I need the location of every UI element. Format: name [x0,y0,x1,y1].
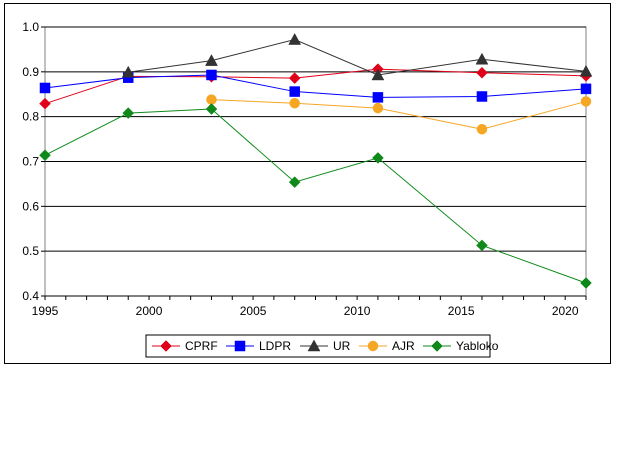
data-point-ur [121,65,135,78]
data-point-yabloko [39,149,51,162]
x-tick-label: 2010 [344,304,371,318]
x-tick-label: 2005 [240,304,267,318]
data-point-ajr [476,123,488,135]
x-tick-label: 2015 [448,304,475,318]
legend-label-cprf: CPRF [185,339,218,353]
series-line-ur [128,39,587,76]
data-point-ldpr [580,83,592,95]
data-point-yabloko [288,176,301,188]
legend-label-yabloko: Yabloko [456,339,499,353]
y-tick-label: 0.4 [22,289,39,303]
y-tick-label: 1.0 [22,20,39,34]
y-tick-label: 0.9 [22,65,39,79]
line-chart: 0.4 0.5 0.6 0.7 0.8 0.9 1.0 1995 2000 2005 2010 201… [22,20,593,358]
data-point-yabloko [372,152,384,164]
x-tick-label: 1995 [32,304,59,318]
data-point-ur [205,54,218,66]
data-point-cprf [288,72,301,84]
y-tick-label: 0.8 [22,110,39,124]
data-point-ajr [206,94,217,105]
legend-marker-cprf [160,340,172,352]
legend-marker-ajr [367,340,379,352]
data-point-ldpr [289,86,300,97]
legend-marker-ldpr [234,340,246,352]
data-point-cprf [39,97,51,110]
chart-frame: 0.4 0.5 0.6 0.7 0.8 0.9 1.0 1995 2000 2005 2010 201… [4,3,611,364]
data-point-yabloko [580,277,592,289]
data-point-ldpr [372,92,384,103]
legend-label-ajr: AJR [392,339,415,353]
data-point-ajr [580,96,592,107]
data-point-ldpr [206,69,217,81]
y-tick-label: 0.6 [22,199,39,213]
legend-label-ldpr: LDPR [259,339,291,353]
x-tick-label: 2000 [136,304,163,318]
legend-label-ur: UR [333,339,351,353]
data-point-ur [475,52,489,65]
data-point-ajr [289,97,300,109]
data-point-cprf [476,66,488,79]
data-point-yabloko [122,107,135,119]
data-point-yabloko [476,239,488,252]
data-point-ur [371,68,385,81]
y-tick-label: 0.7 [22,155,39,169]
y-tick-label: 0.5 [22,244,39,258]
legend-marker-ur [307,339,321,352]
x-tick-label: 2020 [552,304,579,318]
data-point-ldpr [39,82,51,94]
data-point-ur [288,33,302,45]
legend-marker-yabloko [431,340,443,352]
data-point-ur [579,64,593,77]
data-point-ajr [372,102,384,114]
data-point-yabloko [205,103,218,115]
data-point-ldpr [476,91,488,102]
